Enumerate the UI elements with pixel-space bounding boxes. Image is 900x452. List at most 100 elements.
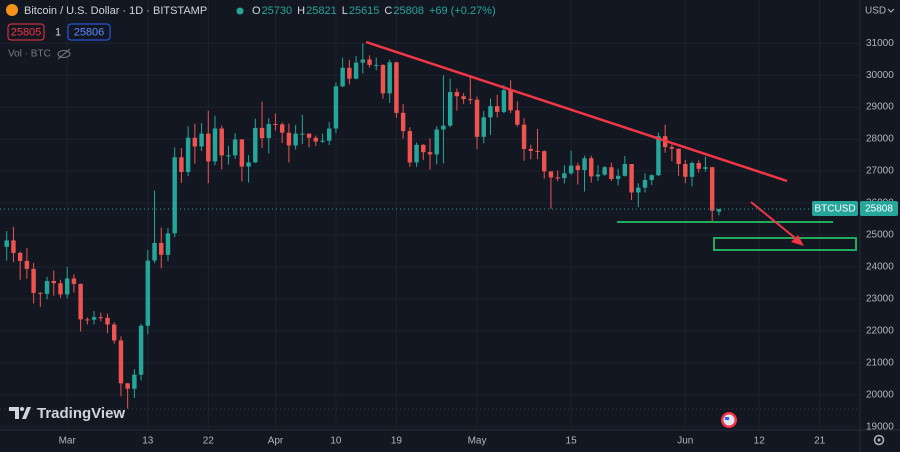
candle-body — [91, 317, 97, 320]
eye-icon[interactable] — [57, 48, 71, 60]
candle-body — [689, 163, 695, 177]
x-tick-label: 22 — [203, 436, 215, 447]
x-tick-label: 21 — [814, 436, 826, 447]
candle-body — [595, 174, 601, 177]
x-tick-label: Apr — [268, 436, 284, 447]
price-tag-label: 25808 — [865, 204, 893, 215]
bitcoin-icon — [6, 4, 18, 16]
candle-body — [11, 240, 16, 253]
ohlc-value: 25730 — [262, 5, 293, 17]
ask: 25806 — [74, 26, 105, 38]
candle-body — [400, 112, 406, 132]
ohlc-value: 25821 — [306, 5, 337, 17]
brand-label: TradingView — [37, 405, 125, 422]
candle-body — [676, 148, 681, 165]
candle-body — [481, 117, 486, 137]
symbol-tag — [812, 201, 858, 216]
x-tick-label: Jun — [677, 436, 693, 447]
y-tick-label: 21000 — [866, 358, 894, 369]
candle-body — [273, 124, 278, 126]
settings-icon[interactable] — [873, 434, 885, 446]
candle-body — [85, 319, 90, 321]
candle-body — [185, 137, 191, 172]
candle-body — [112, 324, 117, 341]
candle-body — [340, 67, 345, 87]
candle-body — [494, 106, 500, 112]
candle-body — [548, 171, 554, 178]
candle-body — [636, 187, 641, 193]
candle-body — [629, 164, 634, 193]
y-tick-label: 22000 — [866, 326, 894, 337]
volume-label: Vol · BTC — [8, 49, 51, 60]
candle-body — [152, 242, 157, 261]
candle-body — [542, 151, 547, 172]
candle-body — [219, 128, 224, 156]
candle-body — [58, 283, 63, 295]
x-tick-label: 15 — [566, 436, 578, 447]
candle-body — [642, 179, 648, 188]
candle-body — [683, 164, 688, 177]
bid-box[interactable] — [7, 23, 45, 41]
candle-body — [118, 340, 124, 384]
candle-body — [380, 64, 386, 94]
candle-body — [696, 163, 701, 169]
x-tick-label: 10 — [330, 436, 342, 447]
target-zone[interactable] — [713, 237, 857, 251]
x-tick-label: Mar — [59, 436, 77, 447]
y-tick-label: 30000 — [866, 70, 894, 81]
ohlc-key: H — [297, 5, 305, 17]
candle-body — [279, 124, 285, 133]
candle-body — [669, 147, 675, 149]
x-tick-label: 13 — [142, 436, 154, 447]
candle-body — [192, 137, 198, 147]
symbol-title[interactable]: Bitcoin / U.S. Dollar · 1D · BITSTAMP — [24, 5, 207, 17]
candle-body — [165, 233, 171, 255]
arrow-head — [791, 235, 804, 246]
trend-line[interactable] — [365, 40, 788, 183]
currency[interactable]: USD — [865, 6, 886, 17]
candle-body — [609, 167, 614, 180]
y-tick-label: 23000 — [866, 294, 894, 305]
candle-body — [24, 260, 30, 269]
candle-body — [259, 127, 265, 139]
ask-box[interactable] — [67, 23, 111, 41]
event-flag[interactable] — [721, 412, 737, 428]
candle-body — [38, 292, 43, 294]
candle-body — [71, 278, 77, 284]
candle-body — [716, 209, 722, 212]
candle-body — [575, 165, 581, 171]
x-tick-label: 12 — [754, 436, 766, 447]
candle-body — [568, 165, 574, 174]
candle-body — [145, 260, 151, 326]
candle-body — [64, 278, 70, 295]
candle-body — [327, 128, 332, 141]
y-tick-label: 27000 — [866, 166, 894, 177]
ohlc-key: O — [252, 5, 261, 17]
candle-body — [414, 144, 419, 163]
candle-body — [535, 150, 540, 152]
candle-body — [138, 325, 144, 375]
candle-body — [212, 128, 218, 162]
x-tick-label: 19 — [391, 436, 403, 447]
candle-body — [78, 283, 83, 320]
candle-body — [501, 90, 507, 112]
y-tick-label: 31000 — [866, 38, 894, 49]
candle-body — [226, 155, 231, 157]
candle-body — [232, 139, 238, 156]
candle-body — [589, 158, 594, 177]
status-dot — [236, 7, 244, 15]
ohlc-legend: O 25730 H 25821 L 25615 C 25808 +69 (+0.27%) — [252, 5, 496, 17]
ohlc-key: L — [342, 5, 348, 17]
candle-body — [528, 148, 533, 151]
candle-body — [44, 281, 50, 294]
candle-body — [105, 317, 110, 325]
ohlc-value: 25615 — [349, 5, 380, 17]
candle-body — [246, 162, 251, 167]
candle-body — [709, 167, 715, 211]
arrow-line[interactable] — [750, 201, 801, 243]
candle-body — [374, 64, 379, 66]
y-tick-label: 29000 — [866, 102, 894, 113]
candle-body — [602, 167, 607, 175]
ohlc-key: C — [384, 5, 392, 17]
